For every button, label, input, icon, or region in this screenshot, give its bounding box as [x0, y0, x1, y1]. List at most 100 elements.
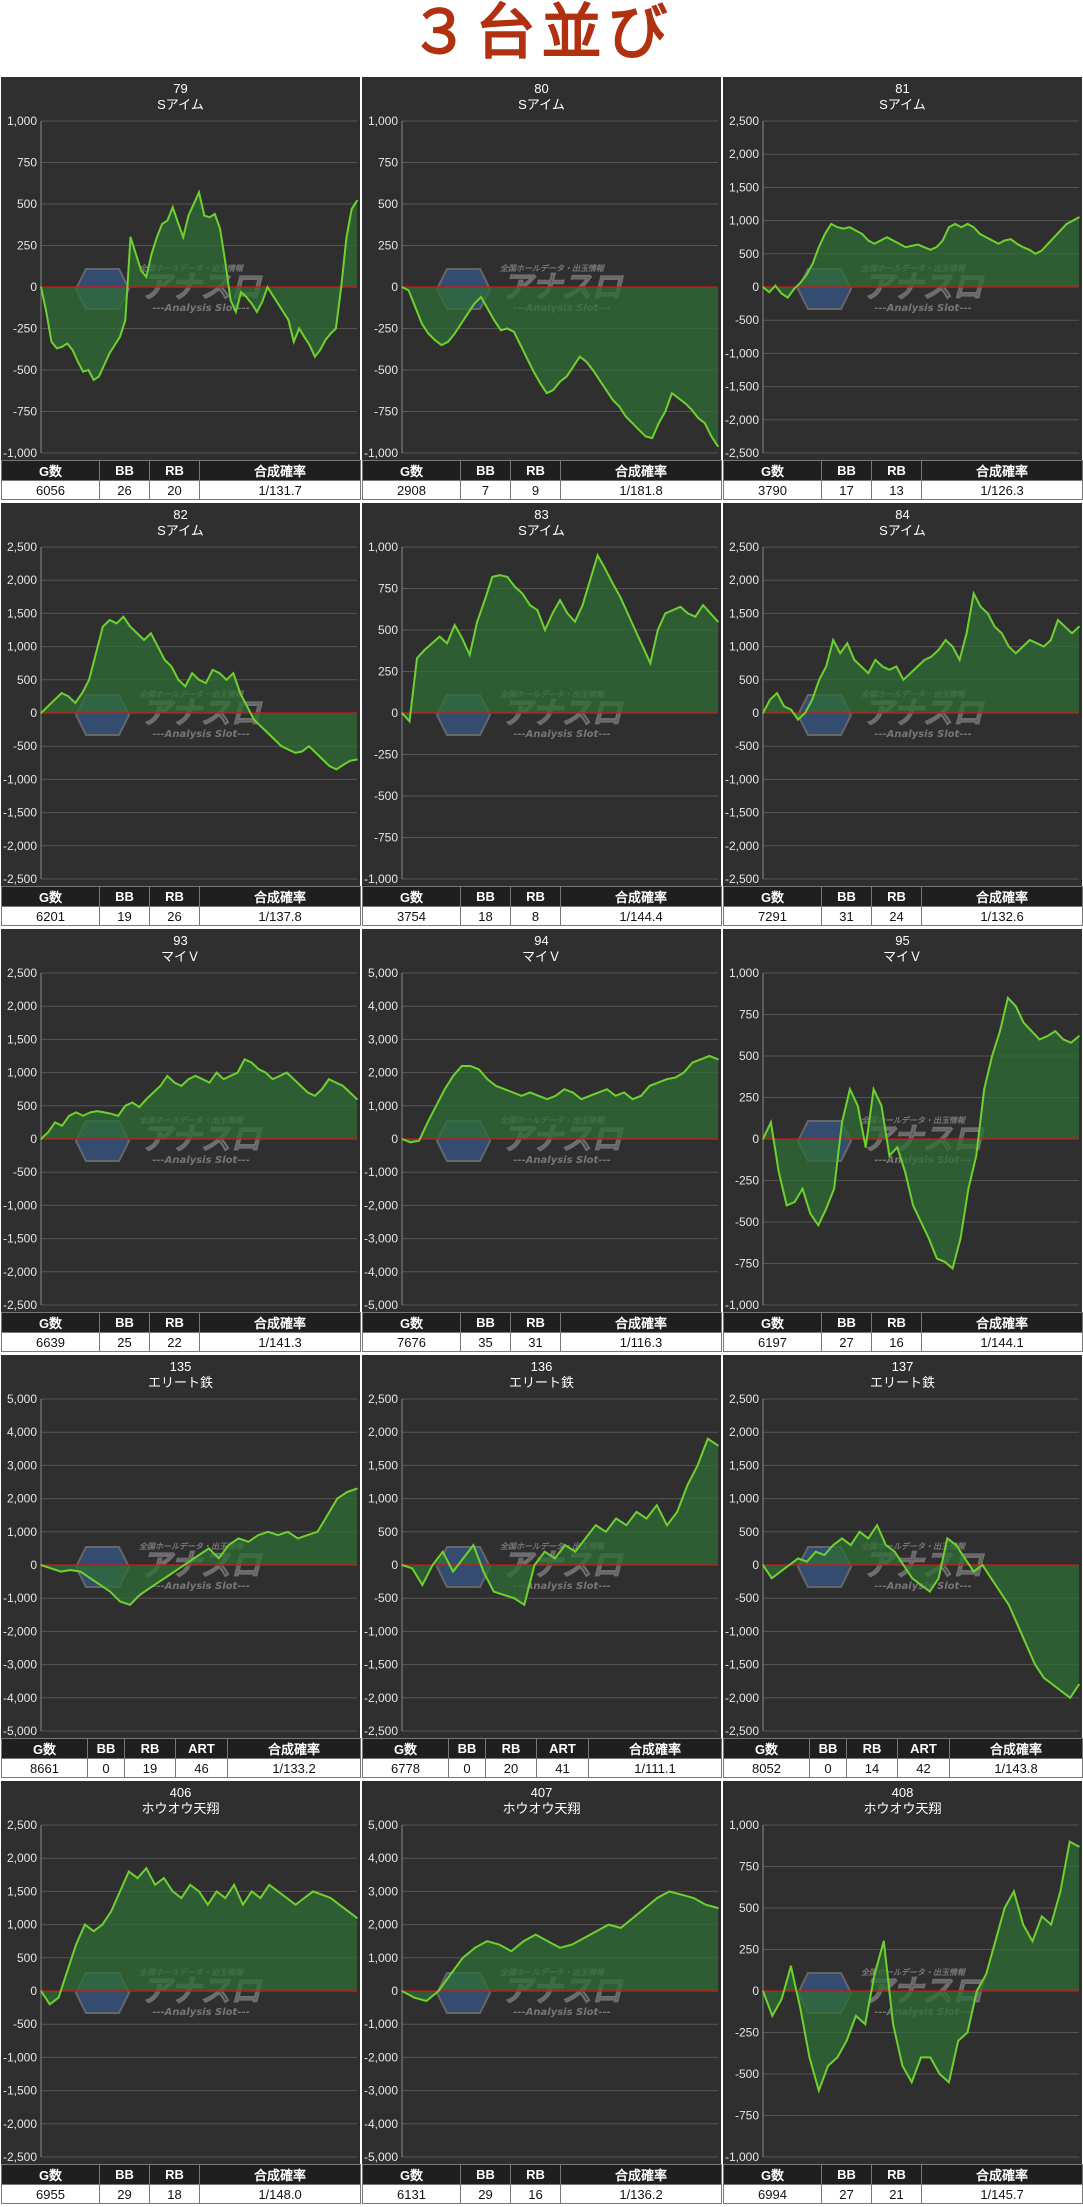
y-tick-label: 750	[739, 1860, 759, 1874]
data-point	[40, 1138, 42, 1140]
data-point	[349, 760, 351, 762]
y-tick-label: 1,000	[368, 1951, 398, 1965]
data-point	[902, 1564, 905, 1566]
y-tick-label: 2,000	[7, 573, 37, 587]
watermark-top: 全国ホールデータ・出玉情報	[861, 1115, 967, 1125]
data-point	[658, 422, 660, 424]
data-point	[686, 1484, 689, 1487]
data-point	[966, 223, 969, 225]
data-point	[1029, 639, 1031, 641]
data-point	[1072, 219, 1074, 222]
y-tick-label: 1,500	[7, 1032, 37, 1046]
data-point	[976, 1990, 978, 1992]
stats-header: G数	[1, 886, 100, 907]
data-point	[999, 1590, 1001, 1593]
data-point	[294, 1903, 297, 1906]
y-tick-label: 5,000	[368, 966, 398, 980]
data-point	[253, 718, 255, 721]
data-point	[180, 1897, 183, 1899]
data-point	[1038, 1038, 1041, 1041]
data-point	[110, 1113, 112, 1115]
data-point	[619, 596, 621, 598]
data-point	[316, 1531, 319, 1533]
data-point	[710, 435, 713, 438]
y-tick-label: 1,000	[368, 540, 398, 554]
y-tick-label: -1,000	[725, 2150, 759, 2164]
data-point	[700, 1058, 702, 1061]
data-point	[480, 296, 482, 298]
data-point	[329, 332, 332, 335]
y-tick-label: 1,000	[729, 214, 759, 228]
data-point	[308, 745, 310, 747]
data-point	[89, 1577, 92, 1580]
data-point	[648, 1085, 651, 1087]
stats-header: BB	[460, 2164, 511, 2185]
area-fill	[763, 997, 1079, 1269]
data-point	[806, 1560, 808, 1563]
data-point	[113, 344, 116, 346]
data-point	[40, 712, 42, 714]
machine-name: ホウオウ天翔	[863, 1801, 941, 1816]
stats-table: G数 BB RB 合成確率 3754 18 8 1/144.4	[362, 886, 722, 926]
stats-value: 8	[510, 906, 561, 926]
data-point	[979, 606, 982, 608]
data-point	[189, 1884, 191, 1886]
stats-header: G数	[362, 1312, 461, 1333]
data-point	[910, 2081, 913, 2084]
stats-value: 19	[99, 906, 150, 926]
watermark-sub: ---Analysis Slot---	[513, 1155, 611, 1166]
data-point	[161, 223, 163, 225]
data-point	[235, 311, 237, 313]
stats-header: RB	[124, 1738, 176, 1759]
y-tick-label: -3,000	[364, 1232, 398, 1246]
y-tick-label: 0	[30, 1132, 37, 1146]
y-tick-label: 0	[391, 1132, 398, 1146]
data-point	[168, 1574, 171, 1576]
stats-table: G数 BB RB 合成確率 6056 26 20 1/131.7	[1, 460, 361, 500]
stats-header: 合成確率	[921, 2164, 1083, 2185]
machine-number: 93	[173, 933, 187, 948]
data-point	[717, 445, 719, 448]
data-point	[145, 1867, 148, 1869]
stats-header: RB	[510, 1312, 561, 1333]
data-point	[215, 1890, 218, 1893]
stats-value-row: 6955 29 18 1/148.0	[1, 2184, 361, 2204]
data-point	[287, 319, 290, 321]
machine-number: 136	[531, 1359, 553, 1374]
data-point	[537, 1095, 540, 1097]
data-point	[1013, 1890, 1015, 1893]
data-point	[264, 1071, 267, 1074]
data-point	[771, 1577, 773, 1580]
y-tick-label: 1,000	[368, 114, 398, 128]
data-point	[257, 1534, 260, 1536]
data-point	[717, 1444, 719, 1447]
y-tick-label: -750	[13, 405, 37, 419]
stats-header: G数	[723, 1312, 822, 1333]
data-point	[198, 679, 200, 681]
y-tick-label: 2,000	[729, 147, 759, 161]
data-point	[825, 665, 827, 668]
data-point	[229, 1075, 232, 1077]
data-point	[1003, 239, 1006, 242]
y-tick-label: 2,000	[368, 1066, 398, 1080]
data-point	[95, 652, 97, 654]
stats-value: 8052	[723, 1758, 810, 1778]
data-point	[427, 332, 430, 335]
data-point	[679, 606, 682, 608]
area-fill	[402, 1056, 718, 1143]
data-point	[581, 604, 584, 606]
data-point	[143, 639, 145, 641]
data-point	[205, 682, 207, 684]
machine-panel: 408 ホウオウ天翔 1,000 750 500 250 0 -250 -500 -750 -1,0…	[723, 1781, 1083, 2204]
y-tick-label: 2,000	[729, 1425, 759, 1439]
data-point	[416, 657, 418, 659]
data-point	[521, 592, 524, 595]
data-point	[54, 1121, 56, 1124]
data-point	[951, 1267, 954, 1270]
data-point	[499, 574, 501, 576]
data-point	[232, 672, 235, 674]
data-point	[533, 1564, 536, 1566]
machine-number: 95	[895, 933, 909, 948]
stats-value: 7	[460, 480, 511, 500]
